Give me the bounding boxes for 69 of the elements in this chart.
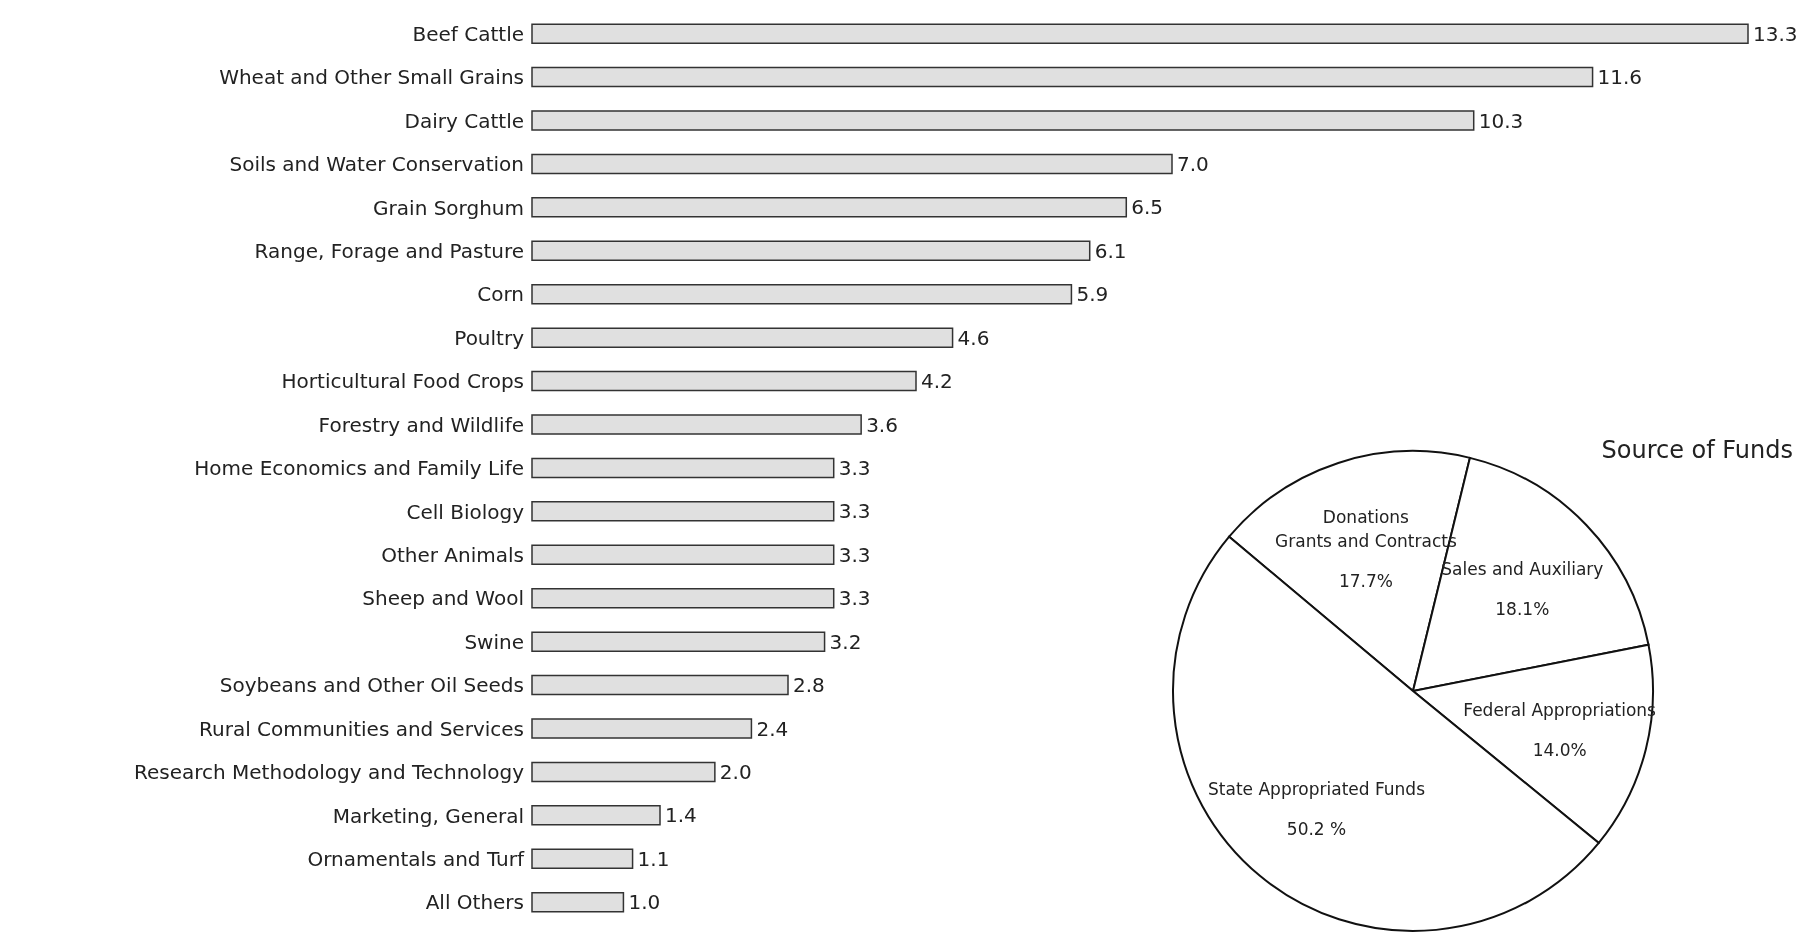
y-tick-label: Forestry and Wildlife xyxy=(318,412,524,437)
bar xyxy=(531,283,1073,305)
data-label: 2.0 xyxy=(719,760,752,785)
bar xyxy=(531,457,835,479)
y-tick-label: Dairy Cattle xyxy=(404,108,524,133)
bar xyxy=(531,674,789,696)
bar xyxy=(531,587,835,609)
y-tick-label: Poultry xyxy=(454,325,525,350)
y-tick-label: Ornamentals and Turf xyxy=(307,846,525,871)
y-tick-label: Corn xyxy=(477,282,524,307)
data-label: 1.0 xyxy=(628,890,661,915)
bar xyxy=(531,761,716,783)
data-label: 1.1 xyxy=(637,846,670,871)
bar xyxy=(531,718,753,739)
data-label: 3.3 xyxy=(838,456,871,481)
bar xyxy=(531,370,917,392)
data-label: 3.6 xyxy=(866,412,898,437)
y-tick-label: Wheat and Other Small Grains xyxy=(219,65,524,90)
y-tick-label: Home Economics and Family Life xyxy=(194,456,524,481)
data-label: 4.2 xyxy=(921,369,953,394)
data-label: 1.4 xyxy=(665,803,697,828)
y-tick-label: Range, Forage and Pasture xyxy=(254,238,524,263)
bar xyxy=(531,544,835,566)
y-tick-label: Marketing, General xyxy=(332,803,524,828)
data-label: 2.8 xyxy=(793,673,825,698)
bar xyxy=(531,805,661,826)
bar xyxy=(531,891,625,913)
data-label: 3.3 xyxy=(838,542,871,567)
data-label: 18.1% xyxy=(1495,598,1550,619)
y-tick-label: All Others xyxy=(425,890,524,915)
bar xyxy=(531,631,826,652)
y-tick-label: Other Animals xyxy=(381,542,524,567)
chart-title: Source of Funds xyxy=(1601,436,1793,464)
data-label: 10.3 xyxy=(1478,108,1524,133)
bar xyxy=(531,110,1475,131)
bar xyxy=(531,848,634,870)
data-label: 5.9 xyxy=(1076,282,1109,307)
y-tick-label: Sheep and Wool xyxy=(362,586,524,611)
data-label: 13.3 xyxy=(1753,21,1798,46)
bar xyxy=(531,153,1173,175)
data-label: 17.7% xyxy=(1338,571,1393,592)
data-label: 6.1 xyxy=(1094,238,1127,263)
y-tick-label: Soybeans and Other Oil Seeds xyxy=(219,673,524,698)
y-tick-label: Soils and Water Conservation xyxy=(229,152,524,177)
data-label: 3.2 xyxy=(829,629,862,654)
bar xyxy=(531,197,1128,218)
y-tick-label: Horticultural Food Crops xyxy=(281,369,524,394)
data-label: 50.2 % xyxy=(1286,819,1347,840)
slice-label: State Appropriated Funds xyxy=(1208,779,1426,800)
y-tick-label: Beef Cattle xyxy=(412,21,524,46)
bar xyxy=(531,327,954,348)
y-tick-label: Research Methodology and Technology xyxy=(133,760,525,785)
data-label: 3.3 xyxy=(838,499,871,524)
bar xyxy=(531,414,862,435)
y-tick-label: Grain Sorghum xyxy=(373,195,524,220)
data-label: 7.0 xyxy=(1177,152,1209,177)
bar xyxy=(531,240,1091,262)
data-label: 2.4 xyxy=(756,716,789,741)
data-label: 11.6 xyxy=(1597,65,1643,90)
bar xyxy=(531,501,835,522)
y-tick-label: Cell Biology xyxy=(406,499,525,524)
y-tick-label: Rural Communities and Services xyxy=(199,716,524,741)
bar xyxy=(531,66,1594,88)
data-label: 3.3 xyxy=(838,586,871,611)
data-label: 4.6 xyxy=(957,325,990,350)
y-tick-label: Swine xyxy=(464,629,524,654)
data-label: 6.5 xyxy=(1131,195,1164,220)
bar xyxy=(531,23,1749,44)
data-label: 14.0% xyxy=(1532,739,1587,760)
